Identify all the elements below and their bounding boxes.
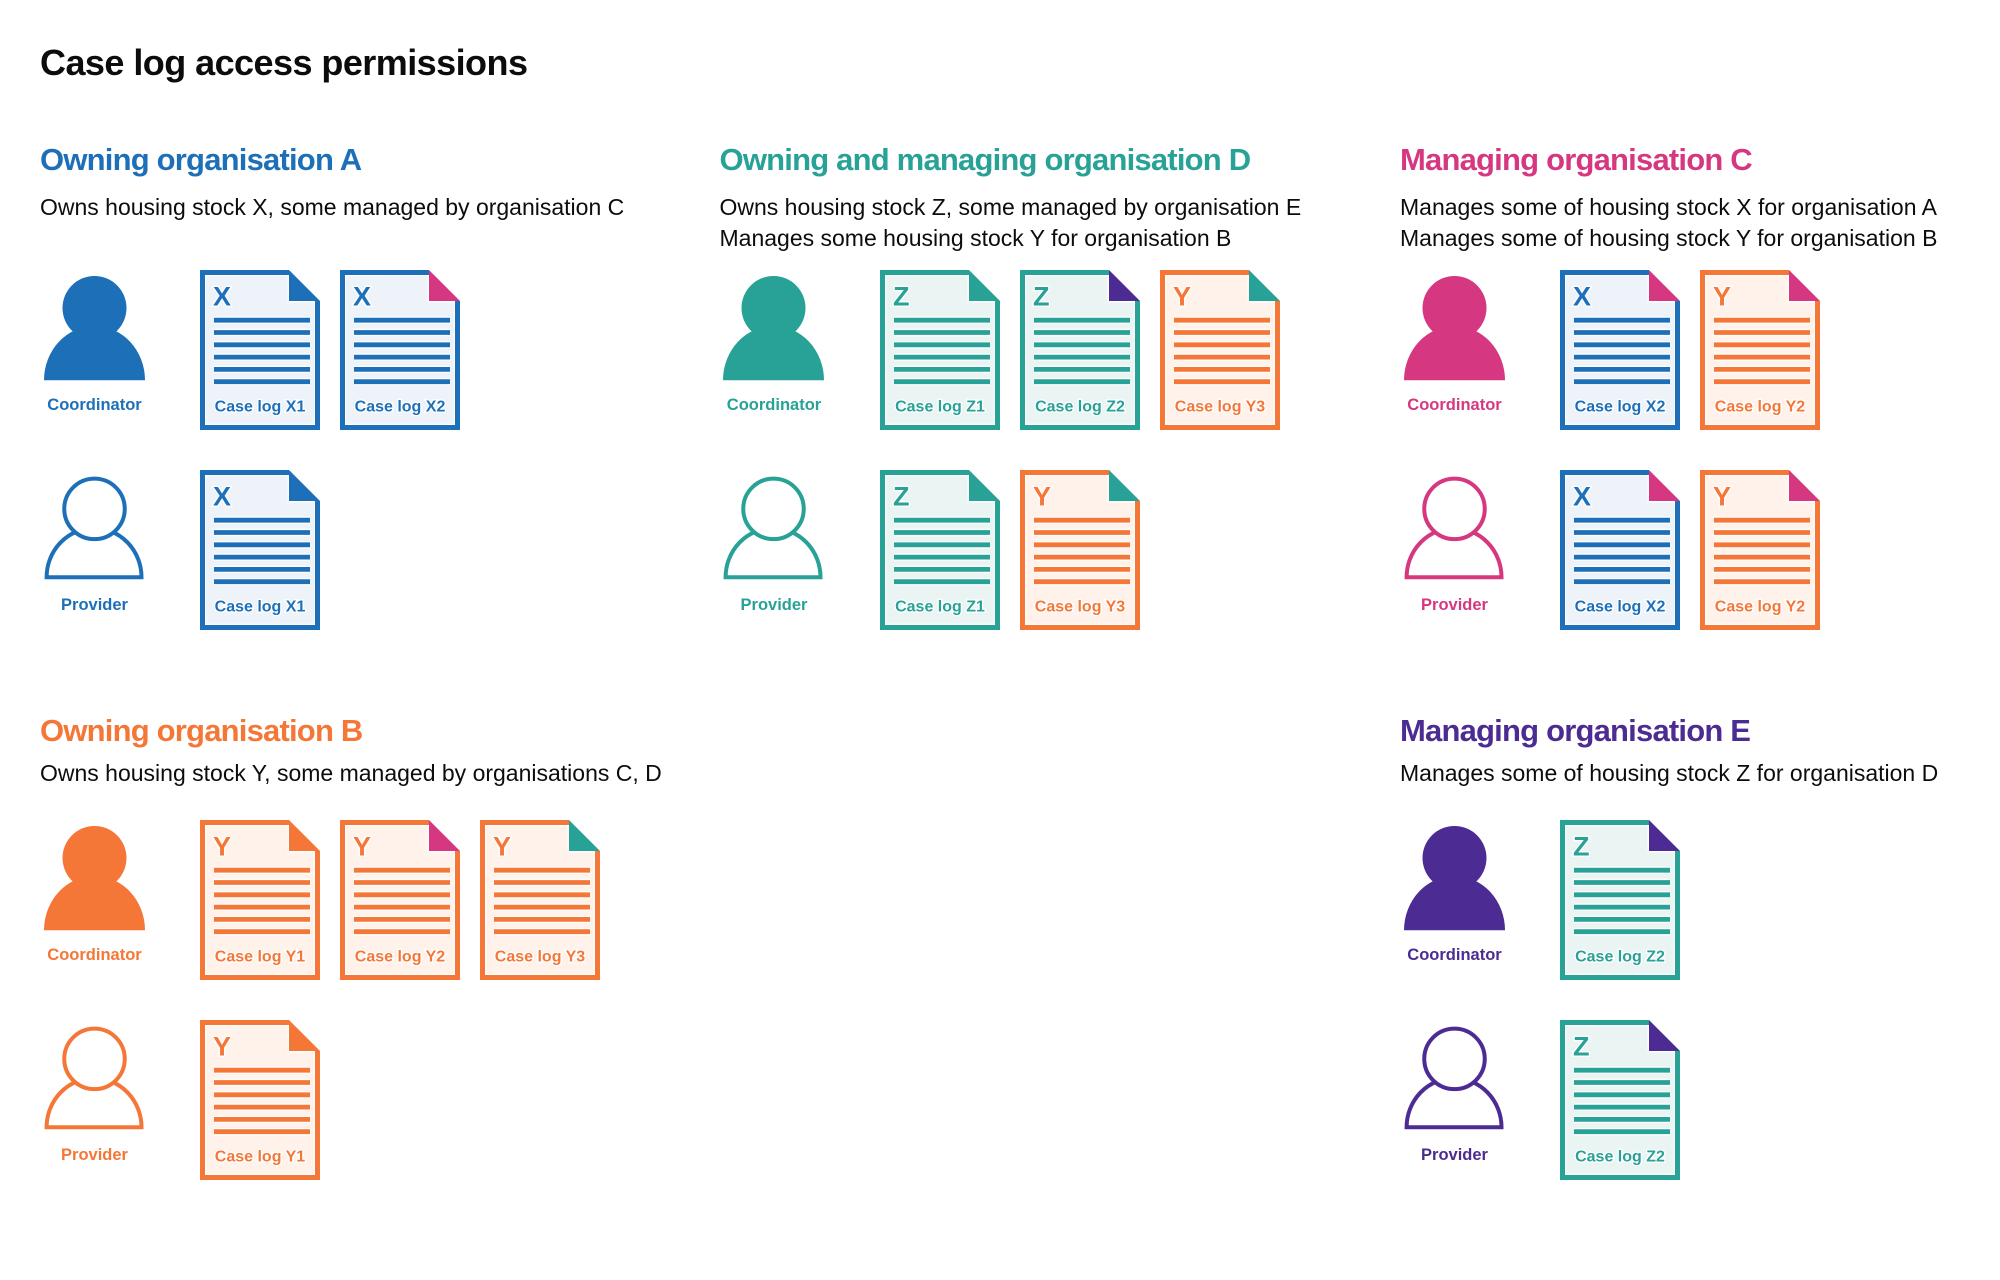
svg-text:Case log X2: Case log X2 bbox=[355, 399, 446, 416]
svg-text:Y: Y bbox=[213, 1032, 231, 1062]
svg-text:Case log Y2: Case log Y2 bbox=[1715, 399, 1806, 416]
svg-text:Case log Y3: Case log Y3 bbox=[495, 949, 586, 966]
svg-text:Case log Z1: Case log Z1 bbox=[895, 599, 985, 616]
svg-text:Case log Y1: Case log Y1 bbox=[215, 1149, 306, 1166]
svg-text:Case log Z2: Case log Z2 bbox=[1575, 1149, 1665, 1166]
svg-text:X: X bbox=[1573, 282, 1591, 312]
svg-text:Case log Y2: Case log Y2 bbox=[355, 949, 446, 966]
svg-text:X: X bbox=[213, 482, 231, 512]
svg-text:X: X bbox=[1573, 482, 1591, 512]
svg-text:Case log Y3: Case log Y3 bbox=[1034, 599, 1125, 616]
svg-text:Z: Z bbox=[1573, 832, 1590, 862]
svg-text:X: X bbox=[213, 282, 231, 312]
svg-text:Case log Y1: Case log Y1 bbox=[215, 949, 306, 966]
svg-text:X: X bbox=[353, 282, 371, 312]
svg-text:Y: Y bbox=[1033, 482, 1051, 512]
svg-text:Y: Y bbox=[1173, 282, 1191, 312]
svg-text:Case log X2: Case log X2 bbox=[1575, 399, 1666, 416]
svg-text:Y: Y bbox=[213, 832, 231, 862]
svg-text:Z: Z bbox=[893, 282, 910, 312]
svg-text:Case log X1: Case log X1 bbox=[215, 399, 306, 416]
svg-text:Z: Z bbox=[893, 482, 910, 512]
svg-text:Y: Y bbox=[353, 832, 371, 862]
svg-text:Z: Z bbox=[1573, 1032, 1590, 1062]
svg-text:Case log X2: Case log X2 bbox=[1575, 599, 1666, 616]
svg-text:Case log Y2: Case log Y2 bbox=[1715, 599, 1806, 616]
svg-text:Case log Z2: Case log Z2 bbox=[1575, 949, 1665, 966]
svg-text:Case log Z2: Case log Z2 bbox=[1035, 399, 1125, 416]
svg-text:Y: Y bbox=[493, 832, 511, 862]
svg-text:Case log Y3: Case log Y3 bbox=[1174, 399, 1265, 416]
svg-text:Case log X1: Case log X1 bbox=[215, 599, 306, 616]
svg-text:Y: Y bbox=[1713, 482, 1731, 512]
svg-text:Y: Y bbox=[1713, 282, 1731, 312]
svg-text:Case log Z1: Case log Z1 bbox=[895, 399, 985, 416]
svg-text:Z: Z bbox=[1033, 282, 1050, 312]
